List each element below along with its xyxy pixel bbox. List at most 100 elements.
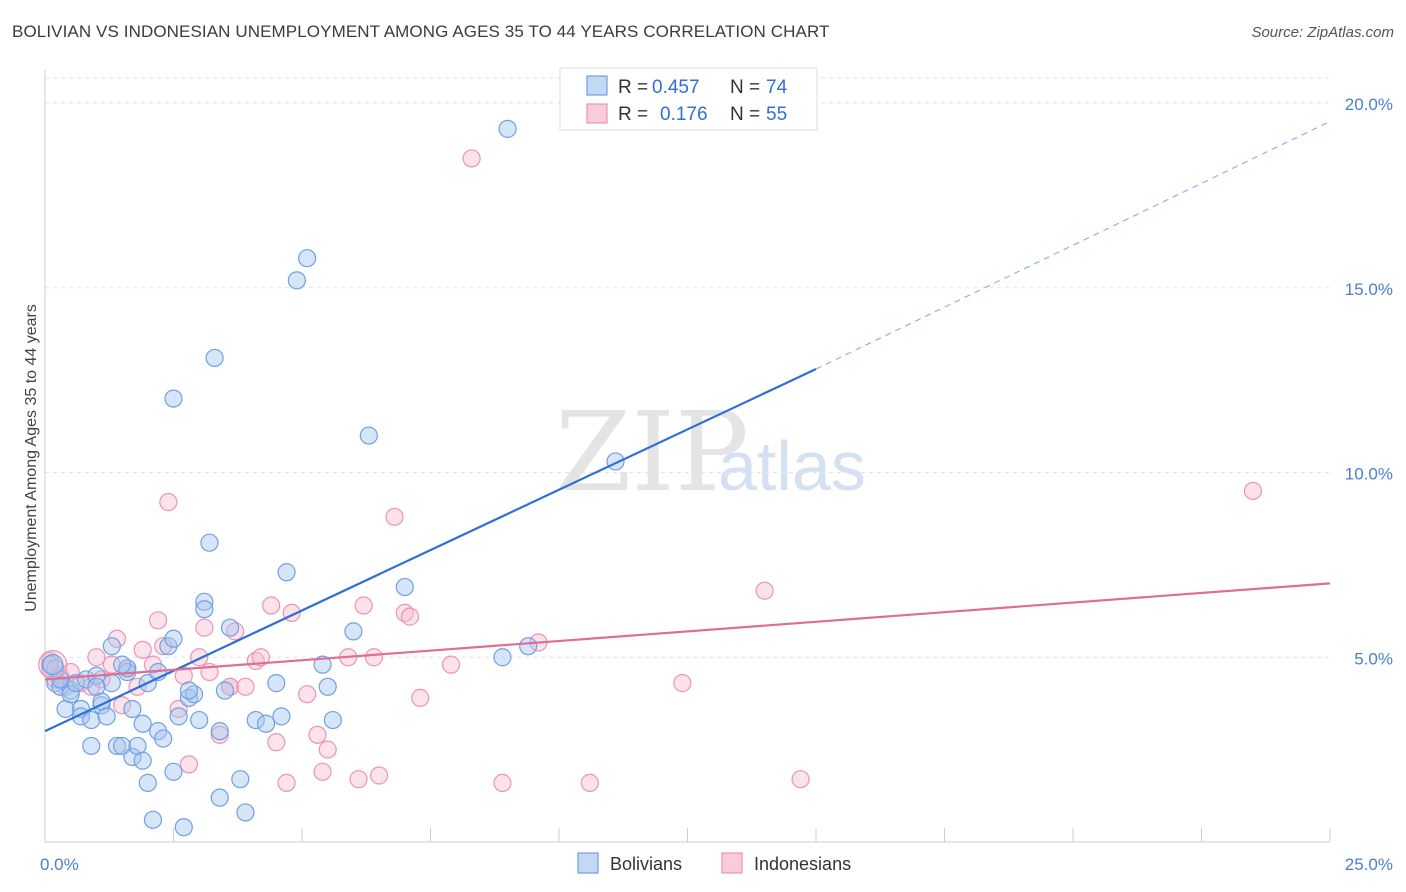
bolivians-point <box>112 736 132 756</box>
legend-r-label-2: R = <box>618 104 648 125</box>
legend-n-value-indonesians: 55 <box>766 104 787 125</box>
bolivians-point <box>205 348 224 368</box>
bolivians-point <box>195 592 214 611</box>
indonesians-point <box>370 766 389 785</box>
bolivians-trend-extension <box>815 120 1331 370</box>
bolivians-point <box>210 722 229 741</box>
bolivians-point <box>195 600 214 619</box>
bolivians-point <box>210 788 229 807</box>
bolivians-point <box>190 710 209 730</box>
indonesians-point <box>400 607 420 626</box>
bolivians-point <box>164 389 183 408</box>
bolivians-point <box>277 563 296 582</box>
series-legend-indonesians: Indonesians <box>754 854 851 874</box>
bolivians-point <box>154 729 173 748</box>
chart-source: Source: ZipAtlas.com <box>1251 24 1394 41</box>
bolivians-point <box>298 249 317 268</box>
bolivians-point <box>112 655 132 674</box>
bolivians-point <box>174 818 193 837</box>
indonesians-point <box>462 149 481 168</box>
bolivians-point <box>123 747 142 767</box>
bolivians-trend-line <box>44 368 817 733</box>
y-tick-labels: 5.0% 10.0% 15.0% 20.0% <box>1345 95 1393 668</box>
x-tick-label: 0.0% <box>40 855 79 874</box>
indonesians-point <box>385 507 404 526</box>
x-tick-label: 25.0% <box>1345 855 1393 874</box>
y-tick-label: 10.0% <box>1345 465 1393 484</box>
bolivians-point <box>143 810 163 829</box>
legend-swatch-bolivians <box>586 75 608 96</box>
watermark-atlas: atlas <box>718 427 866 505</box>
series-legend-swatch-bolivians <box>577 852 599 874</box>
indonesians-point <box>148 611 168 630</box>
indonesians-point <box>262 596 281 615</box>
series-legend: Bolivians Indonesians <box>577 852 851 874</box>
bolivians-point <box>313 655 332 674</box>
indonesians-point <box>195 618 214 637</box>
bolivians-point <box>123 699 142 719</box>
bolivians-point <box>97 707 116 726</box>
bolivians-point <box>82 736 101 756</box>
series-legend-bolivians: Bolivians <box>610 854 682 874</box>
bolivians-point <box>164 762 183 781</box>
bolivians-point <box>272 707 291 726</box>
indonesians-point <box>411 688 430 707</box>
series-legend-swatch-indonesians <box>721 852 743 874</box>
bolivians-point <box>359 426 378 445</box>
indonesians-point <box>318 740 337 759</box>
bolivians-point <box>200 533 219 552</box>
bolivians-point <box>138 773 157 792</box>
correlation-legend: R = 0.457 N = 74 R = 0.176 N = 55 <box>559 67 818 131</box>
legend-r-label-1: R = <box>618 77 648 98</box>
bolivians-point <box>102 674 121 693</box>
axes <box>44 70 1331 843</box>
indonesians-point <box>313 762 332 781</box>
indonesians-point <box>267 733 286 752</box>
legend-r-value-bolivians: 0.457 <box>652 77 700 98</box>
y-tick-label: 5.0% <box>1354 649 1393 668</box>
bolivians-point <box>133 751 152 770</box>
indonesians-point <box>159 492 178 512</box>
legend-swatch-indonesians <box>586 103 608 124</box>
legend-n-value-bolivians: 74 <box>766 77 788 98</box>
bolivians-point <box>256 714 276 733</box>
indonesians-point <box>236 677 255 696</box>
chart-title: BOLIVIAN VS INDONESIAN UNEMPLOYMENT AMON… <box>12 22 830 41</box>
bolivians-point <box>220 618 240 637</box>
indonesians-point <box>179 755 199 774</box>
indonesians-point <box>673 674 692 693</box>
indonesians-point <box>251 648 270 667</box>
bolivians-point <box>107 736 127 756</box>
bolivians-point <box>318 677 337 696</box>
indonesians-point <box>112 696 132 715</box>
bolivians-point <box>42 654 64 676</box>
watermark-zip: ZIP <box>555 388 749 516</box>
y-tick-label: 20.0% <box>1345 95 1393 114</box>
indonesians-point <box>755 581 774 600</box>
bolivians-point <box>231 770 250 789</box>
watermark: ZIP atlas <box>555 388 866 516</box>
legend-r-value-indonesians: 0.176 <box>660 104 708 125</box>
indonesians-point <box>791 770 810 789</box>
y-tick-label: 15.0% <box>1345 280 1393 299</box>
gridlines <box>45 77 1330 658</box>
bolivians-point <box>246 710 265 730</box>
bolivians-point <box>169 707 188 726</box>
indonesians-point <box>169 699 188 719</box>
bolivians-point <box>61 685 80 704</box>
indonesians-trend-line <box>44 582 1331 681</box>
bolivians-point <box>498 119 517 138</box>
indonesians-point <box>277 773 296 792</box>
bolivians-point <box>133 714 152 733</box>
indonesians-point <box>354 596 373 615</box>
bolivians-point <box>395 577 414 597</box>
bolivians-point <box>323 710 342 730</box>
indonesians-point <box>493 773 512 792</box>
indonesians-point <box>102 655 121 674</box>
indonesians-point <box>349 770 368 789</box>
indonesians-point <box>580 773 599 792</box>
indonesians-point <box>87 648 106 667</box>
legend-n-label-2: N = <box>730 104 760 125</box>
indonesians-point <box>133 640 152 659</box>
bolivians-point <box>102 637 121 656</box>
